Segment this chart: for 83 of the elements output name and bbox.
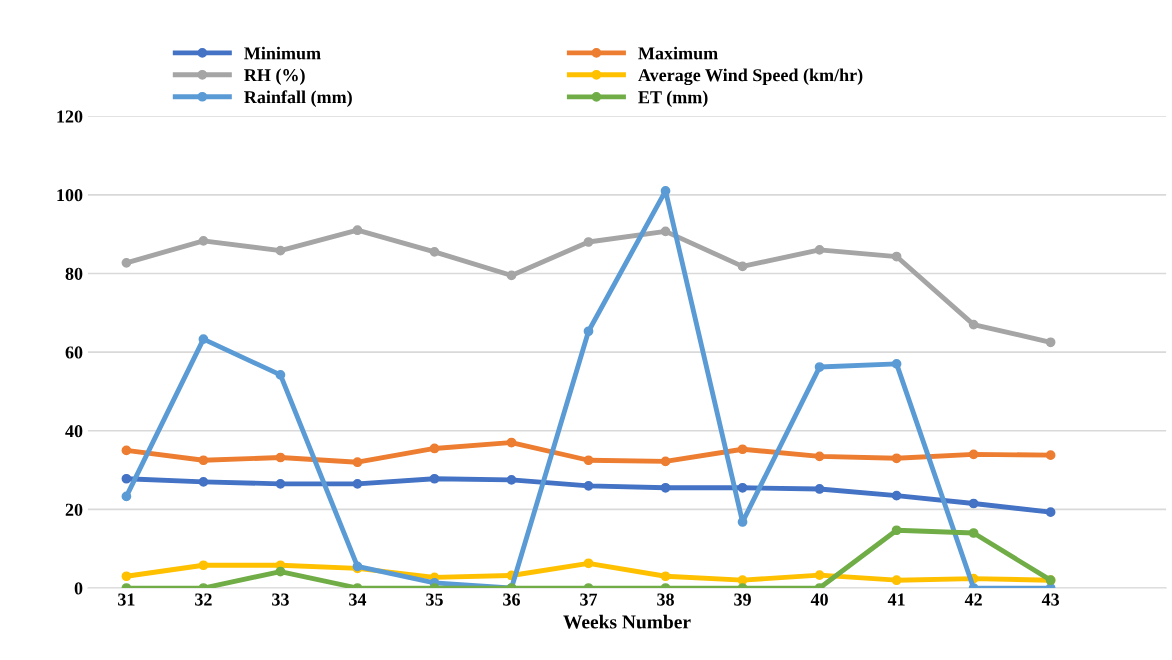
point <box>583 326 594 337</box>
point <box>352 478 363 489</box>
point <box>1045 450 1056 461</box>
point <box>198 560 209 571</box>
point <box>968 319 979 330</box>
point <box>429 473 440 484</box>
x-tick-label: 33 <box>272 593 289 606</box>
point <box>814 484 825 494</box>
point <box>198 477 209 487</box>
point <box>198 455 209 466</box>
legend-label: RH (%) <box>244 68 305 85</box>
point <box>660 482 671 493</box>
y-tick-label: 60 <box>65 346 83 359</box>
point <box>275 370 286 380</box>
point <box>275 566 286 577</box>
point <box>121 257 132 268</box>
point <box>506 270 517 281</box>
point <box>814 570 825 580</box>
legend-label: Maximum <box>638 46 718 60</box>
point <box>583 480 594 491</box>
point <box>506 437 517 448</box>
point <box>198 235 209 246</box>
point <box>198 334 209 344</box>
point <box>814 245 825 255</box>
point <box>737 482 748 493</box>
y-tick-label: 100 <box>57 189 83 202</box>
point <box>968 449 979 460</box>
point <box>1045 337 1056 348</box>
x-tick-label: 31 <box>118 593 135 606</box>
point <box>121 473 132 484</box>
point <box>275 452 286 463</box>
point <box>814 451 825 462</box>
legend-label: Rainfall (mm) <box>244 90 352 107</box>
x-tick-label: 37 <box>580 593 598 606</box>
x-tick-label: 41 <box>887 593 905 606</box>
y-tick-label: 40 <box>65 425 83 438</box>
point <box>660 456 671 467</box>
x-tick-label: 36 <box>503 593 520 606</box>
point <box>121 491 132 502</box>
y-tick-label: 120 <box>57 110 83 123</box>
point <box>583 237 594 247</box>
point <box>583 455 594 466</box>
point <box>121 445 132 456</box>
point <box>121 571 132 582</box>
x-tick-label: 39 <box>734 593 751 606</box>
x-tick-label: 35 <box>426 593 443 606</box>
point <box>968 528 979 538</box>
point <box>737 261 748 272</box>
point <box>891 525 902 536</box>
point <box>891 453 902 464</box>
x-tick-label: 43 <box>1041 593 1060 606</box>
x-tick-label: 38 <box>657 593 674 606</box>
point <box>891 359 902 369</box>
point <box>352 225 363 236</box>
point <box>814 362 825 372</box>
point <box>660 186 671 196</box>
legend-label: ET (mm) <box>638 90 708 107</box>
point <box>429 443 440 454</box>
point <box>660 226 671 237</box>
point <box>583 558 594 569</box>
y-tick-label: 80 <box>65 267 83 280</box>
x-tick-label: 40 <box>810 593 828 606</box>
point <box>891 490 902 501</box>
x-tick-label: 32 <box>195 593 212 606</box>
point <box>737 517 748 527</box>
point <box>660 571 671 582</box>
x-axis-title: Weeks Number <box>563 614 691 629</box>
point <box>737 444 748 455</box>
x-tick-label: 42 <box>964 593 982 606</box>
x-tick-label: 34 <box>349 593 367 606</box>
point <box>891 575 902 586</box>
legend-label: Minimum <box>244 46 321 60</box>
point <box>352 457 363 468</box>
point <box>891 251 902 262</box>
point <box>275 245 286 256</box>
point <box>506 475 517 485</box>
y-tick-label: 0 <box>74 582 83 595</box>
point <box>275 478 286 489</box>
legend-label: Average Wind Speed (km/hr) <box>638 68 863 86</box>
point <box>968 498 979 509</box>
point <box>429 246 440 257</box>
point <box>1045 507 1056 518</box>
y-tick-label: 20 <box>65 503 83 516</box>
